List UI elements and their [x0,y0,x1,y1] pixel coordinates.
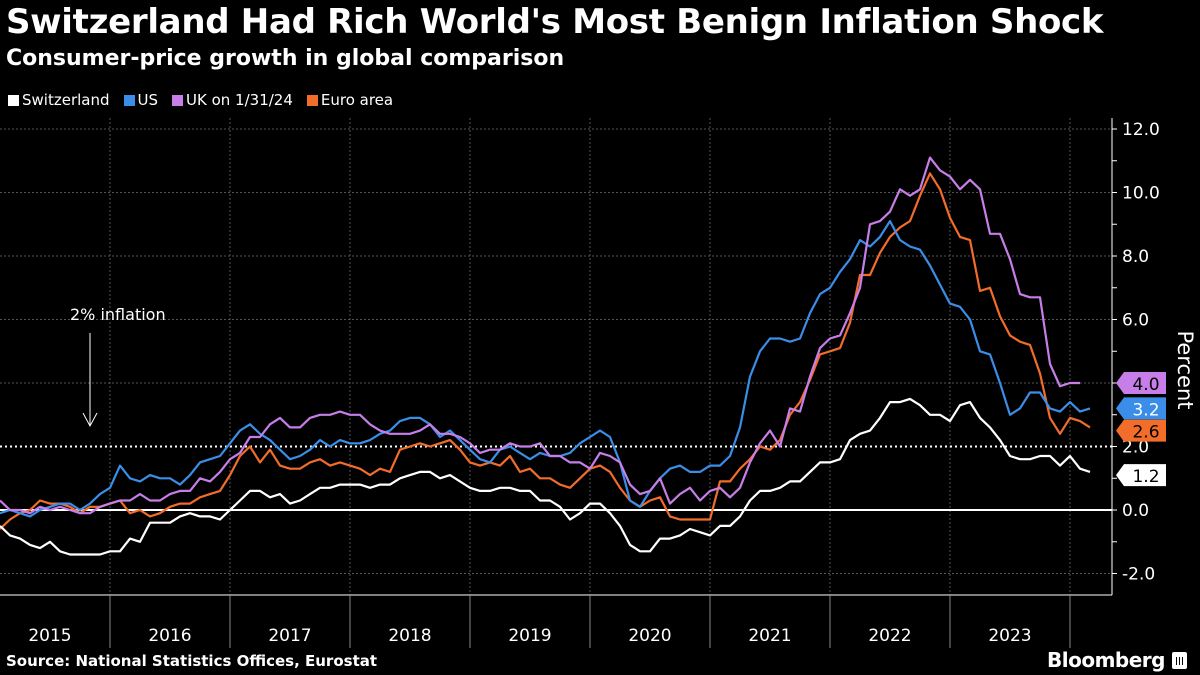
y-tick-label: -2.0 [1122,565,1155,585]
series-line-uk-on-1-31-24 [0,156,1080,515]
legend-swatch [306,94,318,106]
bloomberg-logo: Bloomberg [1047,648,1187,672]
legend-item-us: US [123,91,159,109]
chart-subtitle: Consumer-price growth in global comparis… [6,46,565,71]
value-tag [1116,419,1166,442]
y-axis: 12.0 10.0 8.0 6.0 4.0 2.0 0.0 -2.0 Percent [0,118,1197,596]
annotations: 2% inflation [70,305,166,428]
x-tick-label: 2018 [388,626,431,646]
legend-label: Switzerland [22,91,110,109]
last-value-tags: 4.0 3.2 2.6 1.2 [1116,372,1166,487]
x-tick-label: 2020 [628,626,671,646]
value-tag-label: 2.6 [1132,423,1159,443]
source-note: Source: National Statistics Offices, Eur… [6,652,378,670]
x-tick-label: 2023 [988,626,1031,646]
x-tick-label: 2016 [148,626,191,646]
value-tag-label: 1.2 [1132,467,1159,487]
value-tag [1116,372,1166,394]
value-tag [1116,464,1166,487]
series-line-euro-area [0,172,1091,530]
reference-lines [0,445,1112,511]
legend-label: US [137,91,159,109]
legend-swatch [172,94,184,106]
x-tick-label: 2017 [268,626,311,646]
y-tick-label: 12.0 [1122,120,1160,140]
annotation-arrow-head [82,412,98,428]
series-line-us [0,220,1091,518]
x-axis: 2015 2016 2017 2018 2019 2020 2021 2022 2023 [28,595,1071,648]
x-tick-label: 2019 [508,626,551,646]
y-tick-label: 0.0 [1122,501,1149,521]
chart-title: Switzerland Had Rich World's Most Benign… [6,2,1104,42]
y-tick-label: 8.0 [1122,247,1149,267]
x-tick-label: 2015 [28,626,71,646]
legend-label: UK on 1/31/24 [186,91,293,109]
y-axis-title: Percent [1173,330,1197,409]
legend-swatch [123,94,135,106]
series-lines [0,156,1091,556]
legend-label: Euro area [320,91,394,109]
legend-swatch [8,94,19,106]
legend-item-uk: UK on 1/31/24 [172,91,293,109]
annotation-label: 2% inflation [70,305,166,324]
legend-item-euro-area: Euro area [306,91,394,109]
value-tag-label: 3.2 [1132,400,1159,420]
bloomberg-chart-icon [1171,651,1187,669]
legend: Switzerland US UK on 1/31/24 Euro area [8,91,393,109]
gridlines [0,118,1112,595]
value-tag-label: 4.0 [1132,375,1159,395]
value-tag [1116,397,1166,420]
x-tick-label: 2022 [868,626,911,646]
legend-item-switzerland: Switzerland [8,91,110,109]
y-tick-label: 10.0 [1122,184,1160,204]
series-line-switzerland [0,397,1091,556]
y-tick-label: 6.0 [1122,311,1149,331]
brand-name: Bloomberg [1047,648,1165,672]
x-tick-label: 2021 [748,626,791,646]
y-tick-label: 2.0 [1122,438,1149,458]
